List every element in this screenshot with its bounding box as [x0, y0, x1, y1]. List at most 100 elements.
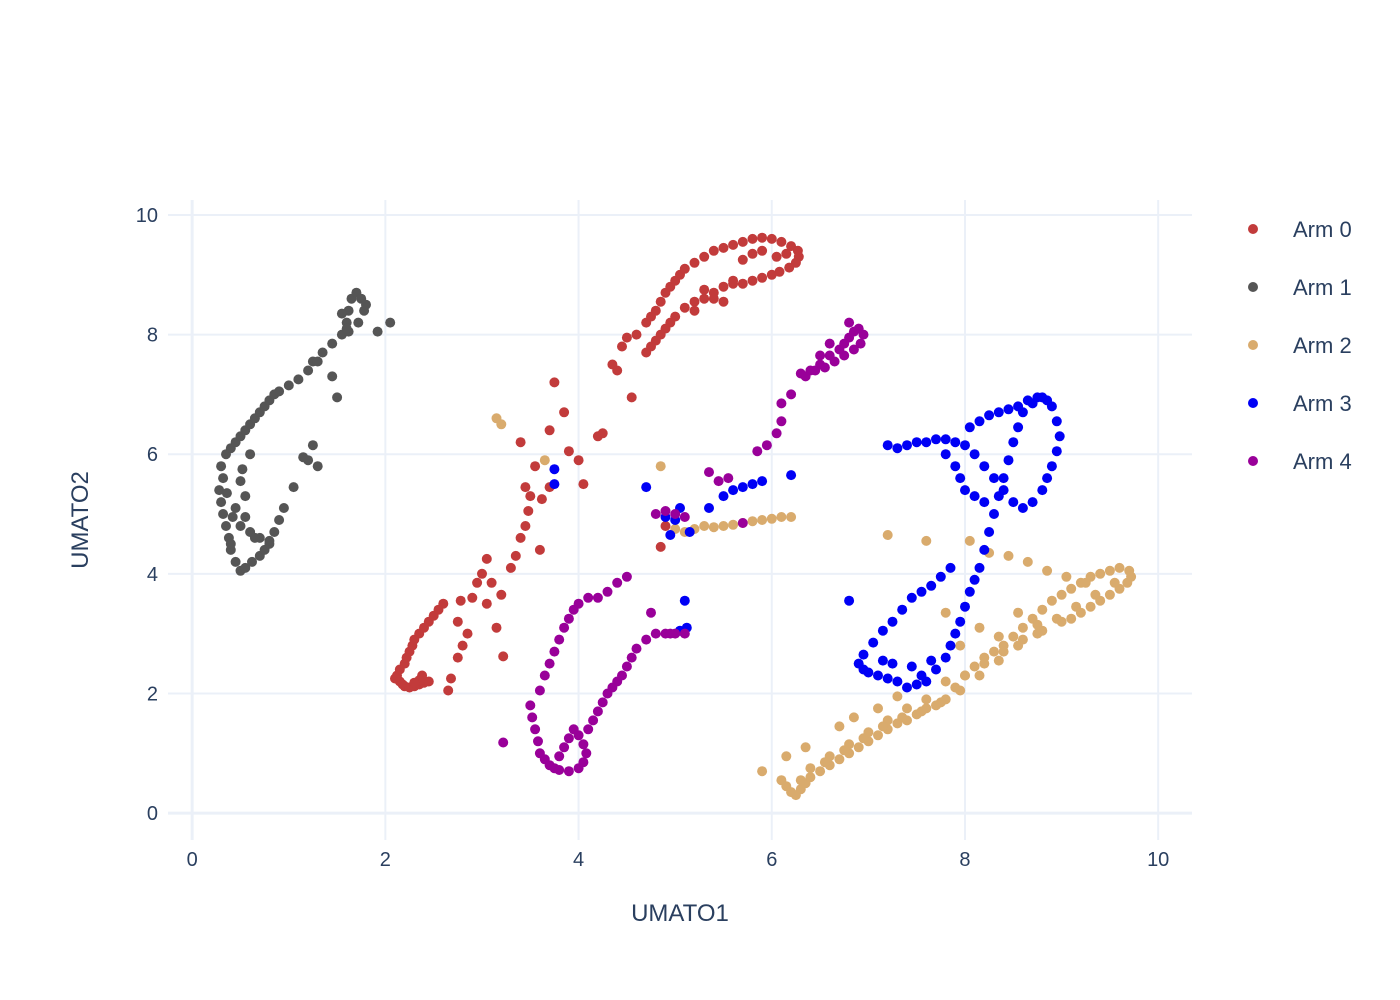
data-point [877, 655, 888, 666]
series-4 [498, 317, 869, 777]
data-point [858, 733, 869, 744]
data-point [409, 677, 420, 688]
zero-lines [168, 200, 1192, 840]
data-point [523, 506, 534, 516]
data-point [288, 482, 299, 493]
data-point [496, 589, 507, 600]
data-point [747, 275, 758, 286]
data-point [935, 697, 946, 708]
data-point [317, 347, 328, 358]
data-point [327, 371, 338, 382]
data-point [834, 721, 845, 732]
data-point [969, 449, 980, 460]
data-point [984, 527, 995, 537]
data-point [689, 305, 700, 316]
data-point [496, 419, 507, 430]
data-point [544, 658, 555, 669]
data-point [307, 440, 318, 451]
data-point [293, 374, 304, 385]
data-point [969, 491, 980, 502]
data-point [955, 640, 966, 651]
data-point [462, 628, 473, 639]
data-point [781, 248, 792, 259]
data-point [588, 715, 599, 726]
data-point [1066, 613, 1077, 624]
data-point [868, 637, 879, 648]
data-point [737, 254, 748, 265]
legend[interactable]: Arm 0 Arm 1 Arm 2 Arm 3 Arm 4 [1248, 217, 1352, 474]
data-point [1090, 589, 1101, 600]
data-point [940, 676, 951, 687]
data-point [530, 461, 541, 472]
data-point [993, 655, 1004, 666]
data-point [641, 347, 652, 358]
data-point [974, 562, 985, 573]
data-point [530, 724, 541, 735]
data-point [979, 658, 990, 669]
legend-item[interactable]: Arm 2 [1248, 333, 1352, 358]
data-point [757, 272, 768, 283]
data-point [597, 428, 608, 439]
series-3 [549, 392, 1065, 693]
data-point [240, 512, 251, 522]
data-point [737, 518, 748, 528]
data-point [1085, 601, 1096, 612]
data-point [481, 553, 492, 564]
data-point [955, 685, 966, 696]
legend-marker [1248, 398, 1258, 408]
data-point [761, 440, 772, 451]
data-point [1013, 640, 1024, 651]
data-point [718, 296, 729, 307]
data-point [563, 733, 574, 744]
data-point [766, 233, 777, 244]
data-point [235, 521, 246, 531]
data-point [815, 766, 826, 777]
data-point [536, 494, 547, 505]
data-point [897, 604, 908, 615]
data-point [655, 461, 666, 472]
data-point [650, 628, 661, 639]
data-point [897, 712, 908, 723]
data-point [679, 512, 690, 522]
data-point [655, 296, 666, 307]
data-point [534, 544, 545, 555]
data-point [916, 586, 927, 597]
data-point [945, 562, 956, 573]
data-point [631, 643, 642, 654]
data-point [940, 449, 951, 460]
legend-item[interactable]: Arm 4 [1248, 449, 1352, 474]
data-point [235, 476, 246, 487]
gridlines [168, 200, 1192, 840]
data-point [247, 556, 257, 567]
data-point [921, 694, 932, 705]
legend-label: Arm 4 [1293, 449, 1352, 474]
legend-item[interactable]: Arm 0 [1248, 217, 1352, 242]
data-point [621, 332, 632, 343]
x-tick-label: 6 [766, 849, 777, 871]
data-point [858, 649, 869, 660]
data-point [844, 595, 855, 606]
legend-item[interactable]: Arm 3 [1248, 391, 1352, 416]
data-point [626, 392, 637, 403]
legend-item[interactable]: Arm 1 [1248, 275, 1352, 300]
data-point [525, 700, 536, 711]
data-point [660, 521, 671, 531]
data-point [737, 278, 748, 289]
data-point [819, 757, 830, 768]
data-point [621, 571, 632, 582]
data-point [931, 664, 941, 675]
data-point [863, 667, 874, 678]
data-point [1017, 503, 1028, 513]
data-point [892, 691, 903, 702]
data-point [887, 616, 898, 627]
data-point [1051, 416, 1062, 427]
data-point [578, 757, 589, 768]
data-point [617, 670, 627, 681]
data-point [824, 338, 835, 349]
data-point [472, 577, 483, 588]
data-point [776, 236, 787, 247]
data-point [534, 685, 545, 696]
data-point [554, 751, 565, 762]
data-point [757, 245, 768, 256]
data-point [921, 535, 932, 546]
